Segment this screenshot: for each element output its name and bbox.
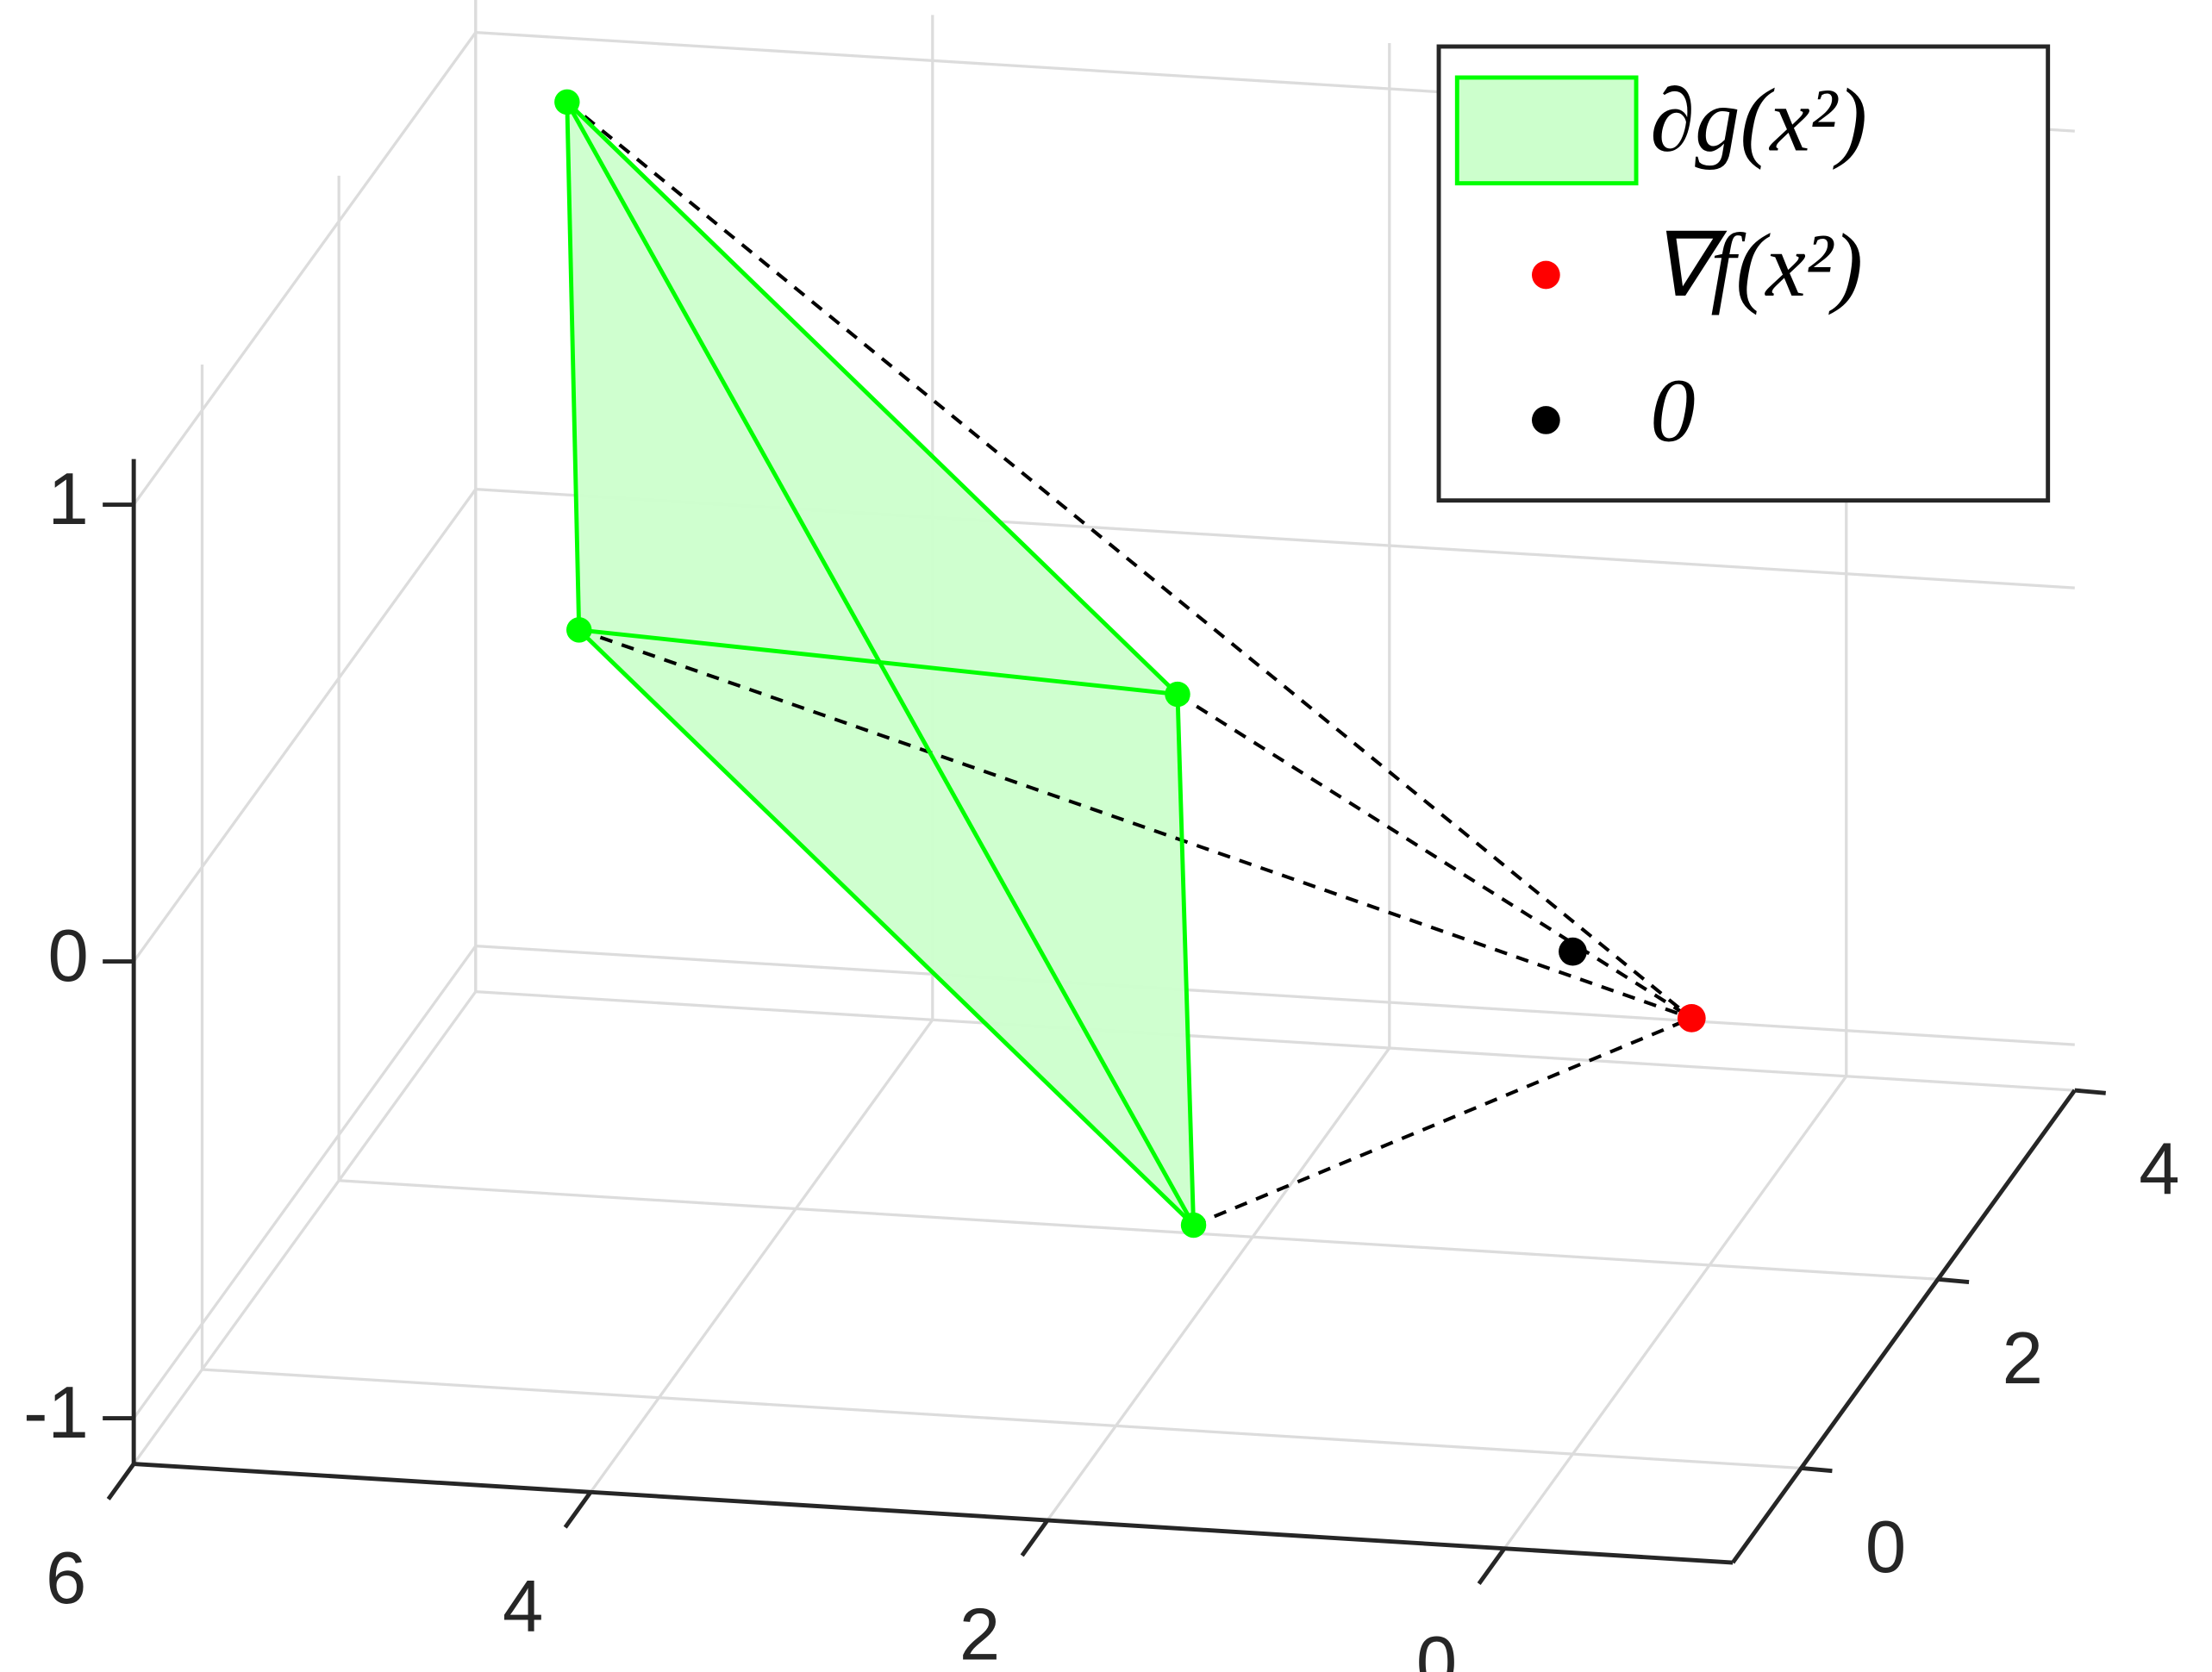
x-tick [1477,1547,1507,1586]
simplex-edge [565,100,1179,696]
simplex-edge [565,102,582,630]
grid-line [589,1019,934,1494]
grid-line [475,944,2075,1046]
grid-line [475,989,2075,1092]
y-tick [1801,1466,1833,1474]
point [1677,1003,1706,1033]
legend: ∂g(x²) ∇f(x²) 0 [1436,44,2051,503]
legend-swatch [1454,75,1639,186]
point [565,617,592,643]
x-tick-label: 4 [503,1566,543,1648]
grid-line [132,990,478,1465]
simplex-edge [1175,694,1196,1226]
grid-line [1503,1075,1848,1550]
y-tick-label: 0 [1865,1507,1906,1588]
point [554,89,580,115]
legend-label: 0 [1650,360,1695,460]
y-tick-label: 4 [2139,1129,2179,1211]
point [1559,937,1587,966]
legend-swatch [1531,260,1560,290]
y-axis [1731,1089,2077,1564]
grid-line [132,945,478,1419]
connector [1192,1016,1693,1227]
legend-swatch [1531,406,1560,434]
x-tick-label: 6 [46,1538,86,1619]
point [1180,1212,1207,1238]
legend-label: ∂g(x²) [1650,71,1867,171]
z-tick-label: 1 [47,459,88,540]
y-tick [2074,1088,2106,1095]
simplex-edge [578,627,1178,696]
x-axis [133,1462,1734,1565]
x-tick [106,1463,136,1500]
grid-line [202,1368,1802,1470]
x-tick-label: 2 [959,1594,1000,1672]
grid-line [1046,1047,1391,1521]
connector [1176,692,1693,1020]
x-tick [1020,1519,1050,1557]
simplex-edge [578,628,1196,1227]
z-tick-label: 0 [47,915,88,997]
plot-area [554,89,1706,1238]
grid-line [339,1179,1939,1281]
z-tick-label: -1 [23,1372,89,1454]
legend-label: ∇f(x²) [1650,215,1863,315]
x-tick-label: 0 [1416,1622,1457,1672]
x-tick [563,1490,593,1529]
connector [565,100,1693,1020]
y-tick [1937,1276,1970,1284]
connector [578,627,1693,1020]
y-tick-label: 2 [2003,1318,2043,1400]
grid-line [132,31,478,506]
grid-line [132,488,478,963]
axes: 0 2 4 6 0 2 4 -1 0 1 [23,459,2179,1672]
point [1165,681,1190,708]
